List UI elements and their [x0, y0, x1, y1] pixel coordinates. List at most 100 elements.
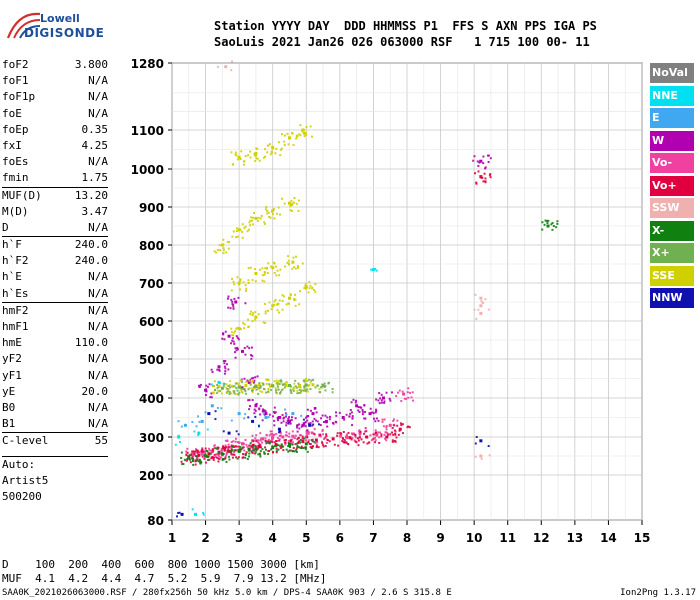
- echo-pixel: [228, 240, 231, 243]
- echo-pixel: [275, 147, 278, 150]
- echo-pixel: [371, 411, 374, 414]
- data-point-vo-: [200, 451, 204, 455]
- echo-pixel: [478, 161, 481, 164]
- echo-pixel: [270, 430, 273, 433]
- echo-pixel: [204, 411, 207, 414]
- echo-pixel: [266, 378, 269, 381]
- param-label: hmE: [2, 336, 22, 350]
- echo-pixel: [270, 383, 273, 386]
- echo-pixel: [271, 147, 274, 150]
- echo-pixel: [294, 385, 297, 388]
- echo-pixel: [235, 387, 238, 390]
- echo-pixel: [228, 450, 231, 453]
- echo-pixel: [256, 375, 259, 378]
- param-row: yF2 N/A: [2, 351, 108, 367]
- echo-pixel: [475, 435, 478, 438]
- echo-pixel: [180, 451, 183, 454]
- data-point-x-: [254, 447, 258, 451]
- parameter-panel: foF2 3.800 foF1 N/A foF1p N/A foE N/A foEp 0.35 fx…: [2, 57, 108, 505]
- echo-pixel: [242, 446, 245, 449]
- echo-pixel: [285, 421, 288, 424]
- echo-pixel: [378, 441, 381, 444]
- echo-pixel: [473, 172, 476, 175]
- echo-pixel: [408, 426, 411, 429]
- echo-pixel: [198, 385, 201, 388]
- echo-pixel: [214, 410, 217, 413]
- echo-pixel: [249, 224, 252, 227]
- echo-pixel: [306, 431, 309, 434]
- echo-pixel: [252, 449, 255, 452]
- echo-pixel: [551, 221, 554, 224]
- echo-pixel: [275, 450, 278, 453]
- echo-pixel: [264, 439, 267, 442]
- echo-pixel: [243, 417, 246, 420]
- param-value: 3.800: [74, 58, 108, 71]
- echo-pixel: [293, 436, 296, 439]
- echo-pixel: [285, 413, 288, 416]
- echo-pixel: [358, 430, 361, 433]
- echo-pixel: [233, 283, 236, 286]
- echo-pixel: [208, 455, 211, 458]
- echo-pixel: [228, 455, 231, 458]
- echo-pixel: [235, 230, 238, 233]
- echo-pixel: [232, 230, 235, 233]
- data-point-ssw: [479, 311, 483, 315]
- data-point-e: [200, 419, 204, 423]
- echo-pixel: [265, 391, 268, 394]
- echo-pixel: [230, 342, 233, 345]
- echo-pixel: [335, 411, 338, 414]
- echo-pixel: [276, 416, 279, 419]
- echo-pixel: [191, 454, 194, 457]
- echo-pixel: [318, 423, 321, 426]
- echo-pixel: [211, 448, 214, 451]
- echo-pixel: [233, 351, 236, 354]
- data-point-sse: [271, 266, 275, 270]
- echo-pixel: [234, 382, 237, 385]
- echo-pixel: [385, 439, 388, 442]
- data-point-vo-: [304, 435, 308, 439]
- echo-pixel: [342, 441, 345, 444]
- echo-pixel: [204, 451, 207, 454]
- echo-pixel: [208, 458, 211, 461]
- echo-pixel: [324, 445, 327, 448]
- echo-pixel: [482, 162, 485, 165]
- echo-pixel: [246, 445, 249, 448]
- echo-pixel: [309, 387, 312, 390]
- echo-pixel: [254, 315, 257, 318]
- data-point-ssw: [479, 296, 483, 300]
- param-value: 20.0: [81, 384, 109, 398]
- echo-pixel: [289, 205, 292, 208]
- echo-pixel: [224, 457, 227, 460]
- echo-pixel: [294, 267, 297, 270]
- echo-pixel: [292, 388, 295, 391]
- echo-pixel: [271, 415, 274, 418]
- echo-pixel: [304, 448, 307, 451]
- echo-pixel: [309, 125, 312, 128]
- echo-pixel: [245, 287, 248, 290]
- echo-pixel: [284, 441, 287, 444]
- echo-pixel: [220, 392, 223, 395]
- echo-pixel: [484, 166, 487, 169]
- x-tick-label: 8: [403, 531, 411, 545]
- echo-pixel: [487, 154, 490, 157]
- echo-pixel: [296, 445, 299, 448]
- echo-pixel: [278, 213, 281, 216]
- echo-pixel: [237, 456, 240, 459]
- data-point-nnw: [277, 427, 281, 431]
- echo-pixel: [259, 445, 262, 448]
- echo-pixel: [267, 378, 270, 381]
- echo-pixel: [244, 284, 247, 287]
- echo-pixel: [307, 439, 310, 442]
- echo-pixel: [323, 386, 326, 389]
- echo-pixel: [230, 451, 233, 454]
- data-point-vo-: [314, 438, 318, 442]
- echo-pixel: [196, 455, 199, 458]
- echo-pixel: [339, 435, 342, 438]
- echo-pixel: [273, 433, 276, 436]
- data-point-w: [355, 404, 359, 408]
- echo-pixel: [261, 419, 264, 422]
- echo-pixel: [236, 348, 239, 351]
- echo-pixel: [267, 144, 270, 147]
- echo-pixel: [263, 271, 266, 274]
- echo-pixel: [233, 390, 236, 393]
